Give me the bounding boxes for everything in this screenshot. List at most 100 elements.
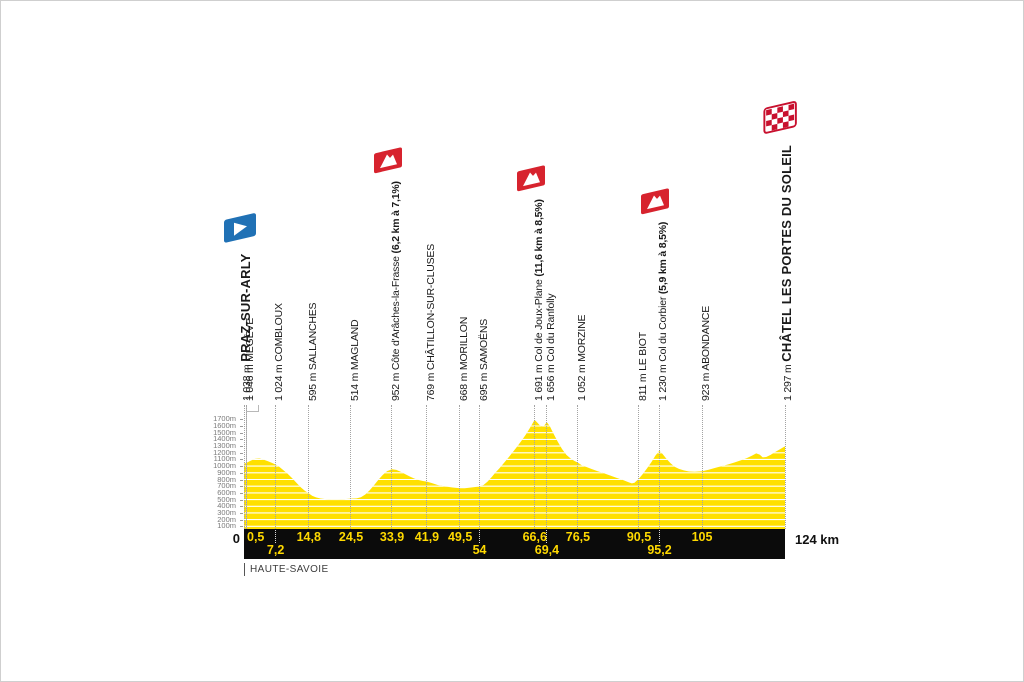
- y-axis-tick: [240, 446, 243, 448]
- y-axis-label: 400m: [217, 501, 236, 511]
- waypoint-name: Col du Corbier: [657, 296, 670, 362]
- waypoint-elevation: 769 m: [424, 370, 437, 401]
- y-axis-label: 700m: [217, 481, 236, 491]
- climb-detail: (6,2 km à 7,1%): [389, 181, 402, 257]
- km-label: 14,8: [296, 530, 321, 544]
- km-label: 105: [691, 530, 713, 544]
- waypoint-name: CHÂTILLON-SUR-CLUSES: [424, 243, 437, 371]
- waypoint-dotted-line: [577, 405, 579, 529]
- km-label: 0,5: [247, 530, 265, 544]
- waypoint-dotted-line: [426, 405, 428, 529]
- waypoint-dotted-line: [243, 405, 245, 529]
- waypoint-label-abondance: 923 m ABONDANCE: [696, 306, 714, 401]
- waypoint-name: COMBLOUX: [273, 303, 286, 362]
- waypoint-elevation: 952 m: [389, 370, 402, 401]
- y-axis-label: 100m: [217, 521, 236, 531]
- y-axis-tick: [240, 472, 243, 474]
- y-axis-tick: [240, 492, 243, 494]
- y-axis-tick: [240, 506, 243, 508]
- waypoint-dotted-line: [245, 405, 247, 529]
- km-label: 24,5: [338, 530, 364, 544]
- km-label: 66,6: [522, 530, 547, 544]
- km-bar-tick: [546, 530, 548, 543]
- climb-detail: (5,9 km à 8,5%): [657, 221, 670, 297]
- y-axis-tick: [240, 439, 243, 441]
- waypoint-name: Col du Ranfolly: [544, 293, 557, 362]
- km-total-label: 124 km: [795, 532, 840, 547]
- waypoint-elevation: 1 046 m: [244, 361, 257, 401]
- distance-bar: 0,5 7,2 14,8 24,5 33,9 41,9 49,5 54 66,6 69,4 76,5…: [244, 529, 785, 559]
- km-label: 49,5: [447, 530, 473, 544]
- y-axis-tick: [240, 519, 243, 521]
- y-axis-tick: [240, 466, 243, 468]
- waypoint-elevation: 595 m: [306, 370, 319, 401]
- y-axis-label: 600m: [217, 487, 236, 497]
- y-axis-bracket-v: [258, 405, 259, 412]
- waypoint-name: MORZINE: [575, 314, 588, 362]
- waypoint-elevation: 514 m: [348, 370, 361, 401]
- y-axis-label: 1400m: [213, 434, 236, 444]
- waypoint-name: Côte d'Arâches-la-Frasse: [389, 256, 402, 371]
- waypoint-name: SAMOËNS: [477, 318, 490, 371]
- waypoint-icon-holder: [372, 145, 404, 180]
- waypoint-icon-holder: [760, 99, 802, 144]
- km-label: 54: [472, 543, 487, 557]
- waypoint-label-col-du-corbier: 1 230 m Col du Corbier (5,9 km à 8,5%): [653, 222, 671, 401]
- waypoint-elevation: 695 m: [477, 370, 490, 401]
- waypoint-label-c-te-d-ar-ches-la-frasse: 952 m Côte d'Arâches-la-Frasse (6,2 km à…: [386, 181, 404, 401]
- waypoint-dotted-line: [784, 405, 786, 529]
- waypoint-elevation: 1 656 m: [544, 361, 557, 401]
- waypoint-dotted-line: [479, 405, 481, 529]
- y-axis-label: 1500m: [213, 427, 236, 437]
- waypoint-dotted-line: [534, 405, 536, 529]
- waypoint-dotted-line: [459, 405, 461, 529]
- y-axis-label: 800m: [217, 474, 236, 484]
- y-axis-label: 1300m: [213, 441, 236, 451]
- km-label: 69,4: [534, 543, 560, 557]
- waypoint-dotted-line: [658, 405, 660, 529]
- y-axis-tick: [240, 459, 243, 461]
- waypoint-label-ch-tillon-sur-cluses: 769 m CHÂTILLON-SUR-CLUSES: [421, 244, 439, 401]
- y-axis-tick: [240, 452, 243, 454]
- y-axis-tick: [240, 432, 243, 434]
- waypoint-dotted-line: [308, 405, 310, 529]
- y-axis-label: 500m: [217, 494, 236, 504]
- y-axis-tick: [240, 499, 243, 501]
- y-axis-tick: [240, 419, 243, 421]
- waypoint-dotted-line: [350, 405, 352, 529]
- y-axis-label: 1600m: [213, 421, 236, 430]
- y-axis-label: 1000m: [213, 461, 236, 471]
- km-bar-tick: [274, 530, 276, 543]
- waypoint-name: MORILLON: [457, 316, 470, 371]
- y-axis-bracket-h: [246, 411, 258, 412]
- department-label: HAUTE-SAVOIE: [244, 563, 329, 576]
- km-label: 95,2: [647, 543, 672, 557]
- waypoint-name: CHÂTEL LES PORTES DU SOLEIL: [779, 144, 794, 362]
- waypoint-label-morzine: 1 052 m MORZINE: [572, 315, 590, 401]
- waypoint-elevation: 1 052 m: [575, 361, 588, 401]
- y-axis-label: 1100m: [213, 454, 236, 464]
- waypoint-elevation: 1 297 m: [782, 361, 794, 401]
- y-axis-tick: [240, 512, 243, 514]
- waypoint-name: MEGÈVE: [244, 318, 257, 362]
- elevation-area: [244, 419, 785, 529]
- waypoint-elevation: 923 m: [700, 370, 713, 401]
- waypoint-elevation: 1 024 m: [273, 361, 286, 401]
- waypoint-dotted-line: [391, 405, 393, 529]
- y-axis-tick: [240, 479, 243, 481]
- waypoint-icon-holder: [515, 163, 547, 198]
- climb-detail: (11,6 km à 8,5%): [532, 199, 545, 280]
- waypoint-elevation: 1 230 m: [657, 361, 670, 401]
- y-axis-label: 200m: [217, 514, 236, 524]
- waypoint-label-magland: 514 m MAGLAND: [345, 320, 363, 401]
- km-bar-tick: [479, 530, 481, 543]
- km-label: 41,9: [414, 530, 440, 544]
- km-label: 33,9: [379, 530, 405, 544]
- waypoint-name: MAGLAND: [348, 319, 361, 371]
- y-axis-tick: [240, 426, 243, 427]
- waypoint-label-le-biot: 811 m LE BIOT: [633, 332, 651, 401]
- km-label: 7,2: [266, 543, 285, 557]
- waypoint-label-ch-tel-les-portes-du-soleil: 1 297 m CHÂTEL LES PORTES DU SOLEIL: [778, 145, 796, 401]
- finish-flag-icon: [763, 101, 797, 134]
- km-label: 90,5: [626, 530, 652, 544]
